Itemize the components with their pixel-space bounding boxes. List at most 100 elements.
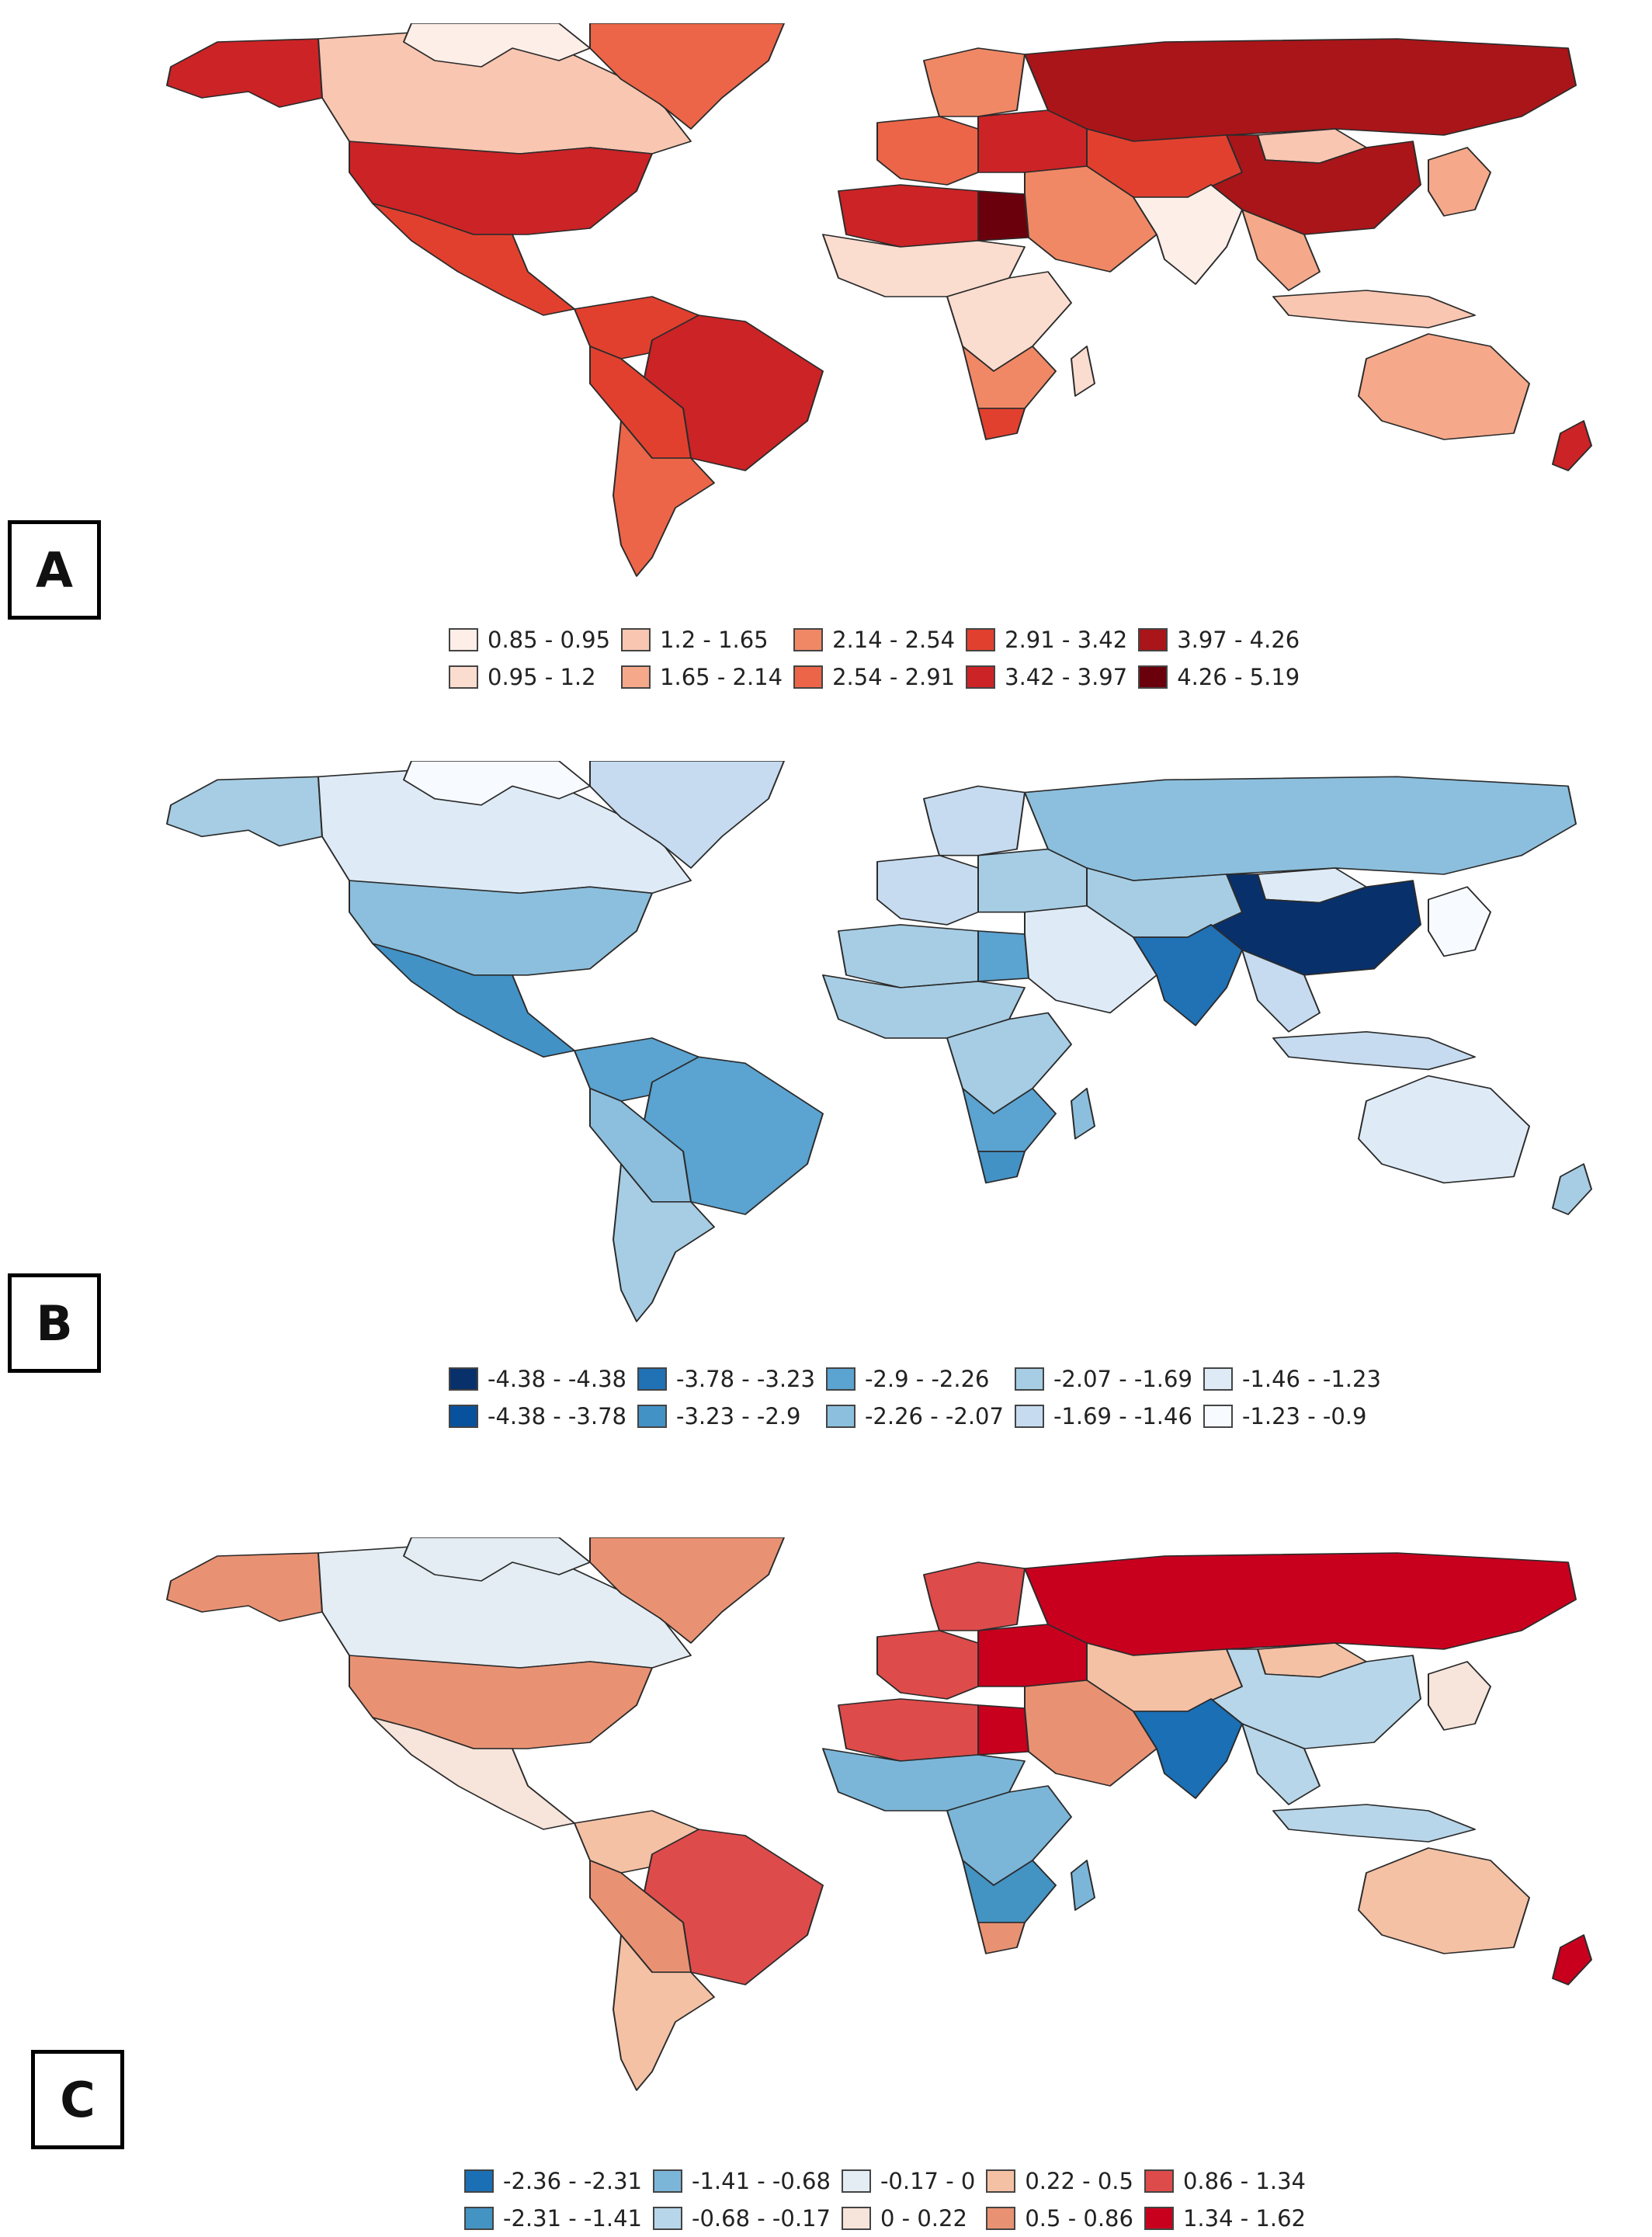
region-greenland [589, 761, 785, 869]
legend-swatch [1144, 2169, 1174, 2193]
legend-label: -1.23 - -0.9 [1241, 1403, 1367, 1429]
legend-item: 4.26 - 5.19 [1138, 664, 1300, 690]
region-argentina-chile [613, 420, 715, 577]
legend-item: 1.2 - 1.65 [621, 627, 783, 653]
region-scandinavia [923, 47, 1026, 117]
region-new-zealand [1552, 1163, 1592, 1215]
region-russia [1024, 776, 1577, 881]
legend-label: 0.5 - 0.86 [1025, 2205, 1133, 2232]
world-map-b [166, 761, 1592, 1322]
legend-swatch [793, 665, 824, 689]
legend-label: 3.97 - 4.26 [1177, 627, 1300, 653]
legend-label: -4.38 - -3.78 [488, 1403, 626, 1429]
legend-swatch [841, 2207, 871, 2230]
region-mexico-central-america [372, 1717, 575, 1830]
legend-label: -1.69 - -1.46 [1053, 1403, 1192, 1429]
region-indonesia-pacific [1272, 1030, 1476, 1071]
legend-swatch [464, 2207, 494, 2230]
legend-label: -4.38 - -4.38 [488, 1366, 626, 1392]
legend-label: 0.22 - 0.5 [1025, 2168, 1133, 2194]
region-arctic-islands [403, 23, 591, 68]
legend-label: 1.34 - 1.62 [1182, 2205, 1306, 2232]
legend-label: -2.36 - -2.31 [503, 2168, 642, 2194]
legend-swatch [449, 1405, 478, 1428]
legend-item: 3.97 - 4.26 [1138, 627, 1300, 653]
region-australia [1358, 1847, 1530, 1954]
region-egypt [977, 1704, 1029, 1756]
legend-item: -1.69 - -1.46 [1014, 1403, 1192, 1429]
legend-label: 0.95 - 1.2 [488, 664, 596, 690]
legend-label: -3.23 - -2.9 [675, 1403, 801, 1429]
legend-swatch [652, 2207, 682, 2230]
region-alaska [166, 38, 323, 108]
legend-item: -1.41 - -0.68 [652, 2168, 831, 2194]
region-indonesia-pacific [1272, 1804, 1476, 1843]
legend-label: -1.41 - -0.68 [691, 2168, 831, 2194]
legend-a: 0.85 - 0.95 0.95 - 1.2 1.2 - 1.65 1.65 - 2.… [449, 621, 1300, 696]
world-map-c [166, 1537, 1592, 2091]
legend-label: 1.65 - 2.14 [660, 664, 783, 690]
legend-label: -2.26 - -2.07 [864, 1403, 1004, 1429]
region-north-africa [838, 1698, 979, 1762]
region-scandinavia [923, 1561, 1026, 1631]
region-russia [1024, 1552, 1577, 1656]
legend-swatch [986, 2207, 1016, 2230]
legend-item: -2.9 - -2.26 [825, 1366, 1004, 1392]
legend-swatch [621, 665, 651, 689]
region-russia [1024, 38, 1577, 142]
region-south-africa [977, 408, 1026, 440]
region-southeast-asia [1241, 949, 1321, 1033]
legend-swatch [1138, 665, 1168, 689]
region-indonesia-pacific [1272, 290, 1476, 328]
region-western-europe [876, 854, 979, 926]
region-japan-korea [1428, 147, 1491, 217]
region-new-zealand [1552, 1934, 1592, 1985]
legend-swatch [966, 628, 996, 651]
legend-label: 1.2 - 1.65 [660, 627, 769, 653]
region-south-asia [1133, 924, 1243, 1026]
legend-swatch [621, 628, 651, 651]
region-south-asia [1133, 1698, 1243, 1799]
legend-label: 2.54 - 2.91 [832, 664, 956, 690]
region-greenland [589, 1537, 785, 1644]
legend-item: -2.07 - -1.69 [1014, 1366, 1192, 1392]
legend-swatch [449, 628, 478, 651]
region-alaska [166, 1552, 323, 1622]
region-north-africa [838, 184, 979, 248]
panel-a: A 0.85 - 0.95 0.95 - 1.2 1.2 - 1.65 1.65 - … [0, 0, 1652, 722]
legend-swatch [637, 1367, 667, 1391]
region-greenland [589, 23, 785, 130]
region-scandinavia [923, 785, 1026, 856]
panel-c: C -2.36 - -2.31 -2.31 - -1.41 -1.41 - -0.6… [0, 1522, 1652, 2237]
region-usa [349, 1655, 653, 1749]
region-mexico-central-america [372, 203, 575, 316]
region-madagascar [1071, 1087, 1095, 1140]
legend-label: -2.07 - -1.69 [1053, 1366, 1192, 1392]
legend-label: 0.85 - 0.95 [488, 627, 611, 653]
legend-item: -4.38 - -4.38 [449, 1366, 626, 1392]
legend-swatch [464, 2169, 494, 2193]
legend-label: -1.46 - -1.23 [1241, 1366, 1381, 1392]
legend-item: -2.36 - -2.31 [464, 2168, 642, 2194]
panel-label-c: C [31, 2050, 124, 2149]
legend-item: -0.17 - 0 [841, 2168, 975, 2194]
region-middle-east [1024, 1679, 1157, 1787]
legend-label: 2.91 - 3.42 [1005, 627, 1128, 653]
legend-swatch [825, 1367, 856, 1391]
legend-item: 0.95 - 1.2 [449, 664, 610, 690]
region-south-africa [977, 1922, 1026, 1954]
region-madagascar [1071, 346, 1095, 397]
legend-swatch [1203, 1405, 1233, 1428]
legend-swatch [841, 2169, 871, 2193]
legend-item: 2.54 - 2.91 [793, 664, 955, 690]
legend-c: -2.36 - -2.31 -2.31 - -1.41 -1.41 - -0.68 -… [464, 2162, 1306, 2237]
legend-item: 3.42 - 3.97 [966, 664, 1127, 690]
region-argentina-chile [613, 1163, 715, 1322]
legend-item: 2.14 - 2.54 [793, 627, 955, 653]
region-middle-east [1024, 165, 1157, 273]
legend-swatch [449, 665, 478, 689]
legend-item: -4.38 - -3.78 [449, 1403, 626, 1429]
legend-swatch [1203, 1367, 1233, 1391]
region-south-asia [1133, 184, 1243, 285]
panel-label-a: A [8, 520, 101, 620]
